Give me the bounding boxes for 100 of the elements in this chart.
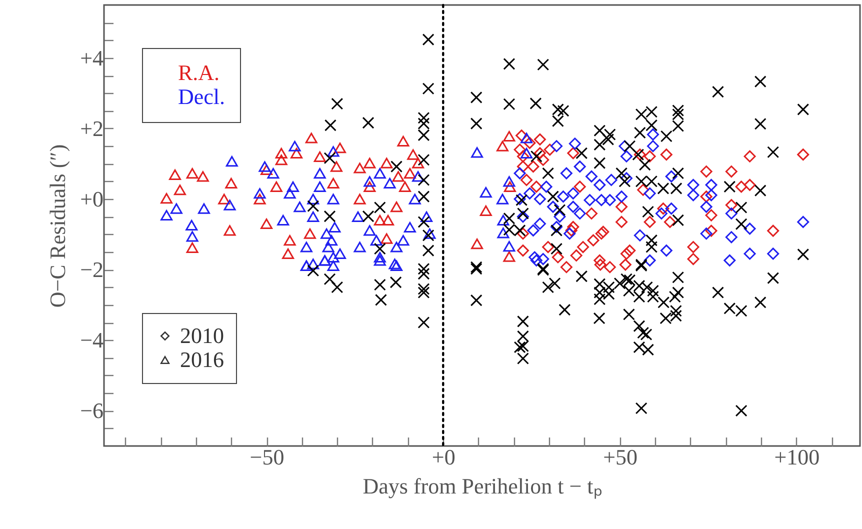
point xyxy=(516,130,528,142)
point xyxy=(586,170,598,182)
point xyxy=(687,178,700,191)
y-tick-label: +2 xyxy=(80,116,104,141)
point xyxy=(644,150,656,162)
point xyxy=(527,224,540,236)
point xyxy=(616,200,628,213)
point xyxy=(594,178,606,191)
point xyxy=(530,180,542,193)
point xyxy=(767,248,780,260)
point xyxy=(564,228,576,240)
point xyxy=(567,147,580,160)
point xyxy=(700,200,712,213)
point xyxy=(567,220,580,233)
point xyxy=(797,216,810,228)
point xyxy=(537,253,550,266)
point xyxy=(567,200,580,213)
point xyxy=(270,181,282,192)
point xyxy=(550,140,563,152)
point xyxy=(568,138,581,150)
point xyxy=(282,248,294,260)
point xyxy=(644,254,656,266)
point xyxy=(620,248,632,260)
point xyxy=(616,190,628,203)
point xyxy=(705,209,718,222)
point xyxy=(305,132,318,144)
x-axis-title: Days from Perihelion t − tₚ xyxy=(362,474,602,500)
annotation: 2010 xyxy=(180,323,224,348)
point xyxy=(504,181,516,192)
point xyxy=(218,194,230,204)
point xyxy=(186,168,198,179)
point xyxy=(605,174,618,186)
point xyxy=(225,178,238,188)
point xyxy=(594,254,606,266)
point xyxy=(744,150,756,162)
point xyxy=(624,244,636,257)
point xyxy=(637,184,650,196)
point xyxy=(327,178,340,188)
y-tick-label: −4 xyxy=(80,328,104,353)
point xyxy=(186,242,198,254)
point xyxy=(314,151,326,162)
text: Decl. xyxy=(178,84,226,109)
point xyxy=(514,144,526,156)
point xyxy=(528,251,541,264)
point xyxy=(574,180,586,193)
point xyxy=(530,254,542,266)
y-tick-label: +0 xyxy=(80,186,104,212)
point xyxy=(364,158,376,168)
point xyxy=(574,160,586,173)
point xyxy=(644,187,656,200)
point xyxy=(657,202,670,215)
point xyxy=(594,258,606,271)
point xyxy=(534,193,546,206)
point xyxy=(390,202,402,212)
point xyxy=(354,162,366,174)
point xyxy=(655,208,668,220)
point xyxy=(660,148,672,161)
point xyxy=(660,244,672,257)
point xyxy=(334,142,346,154)
point xyxy=(700,228,712,240)
point xyxy=(646,140,659,152)
point xyxy=(557,190,570,203)
point xyxy=(574,208,586,220)
point xyxy=(380,233,393,244)
point xyxy=(552,251,564,264)
point xyxy=(646,128,659,140)
point xyxy=(634,229,646,242)
point xyxy=(540,180,552,193)
point xyxy=(275,148,288,158)
point xyxy=(586,208,598,220)
point xyxy=(534,133,546,146)
x-tick-label: −50 xyxy=(250,444,284,470)
point xyxy=(544,144,556,156)
point xyxy=(520,174,533,186)
point xyxy=(587,234,600,246)
point xyxy=(725,166,738,178)
point xyxy=(665,202,678,215)
point xyxy=(744,248,756,260)
point xyxy=(397,136,410,146)
point xyxy=(687,189,700,202)
point xyxy=(665,170,678,182)
point xyxy=(744,222,756,235)
point xyxy=(725,208,738,220)
point xyxy=(330,161,342,172)
point xyxy=(705,178,718,191)
point xyxy=(398,181,411,192)
point xyxy=(570,249,582,262)
point xyxy=(616,216,628,228)
point xyxy=(537,154,550,166)
point xyxy=(380,158,393,168)
point xyxy=(620,172,632,184)
point xyxy=(584,194,596,206)
point xyxy=(407,149,420,160)
point xyxy=(725,231,738,244)
y-axis-title: O−C Residuals (″) xyxy=(45,144,70,308)
point xyxy=(534,147,546,160)
point xyxy=(254,194,266,204)
point xyxy=(724,254,736,266)
point xyxy=(404,168,416,179)
point xyxy=(412,158,424,168)
